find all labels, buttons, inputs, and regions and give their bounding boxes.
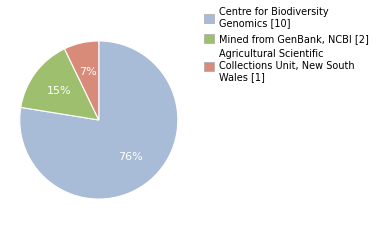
Wedge shape <box>65 41 99 120</box>
Text: 7%: 7% <box>79 67 97 77</box>
Legend: Centre for Biodiversity
Genomics [10], Mined from GenBank, NCBI [2], Agricultura: Centre for Biodiversity Genomics [10], M… <box>203 5 371 84</box>
Text: 15%: 15% <box>47 86 72 96</box>
Wedge shape <box>21 49 99 120</box>
Text: 76%: 76% <box>118 152 143 162</box>
Wedge shape <box>20 41 178 199</box>
